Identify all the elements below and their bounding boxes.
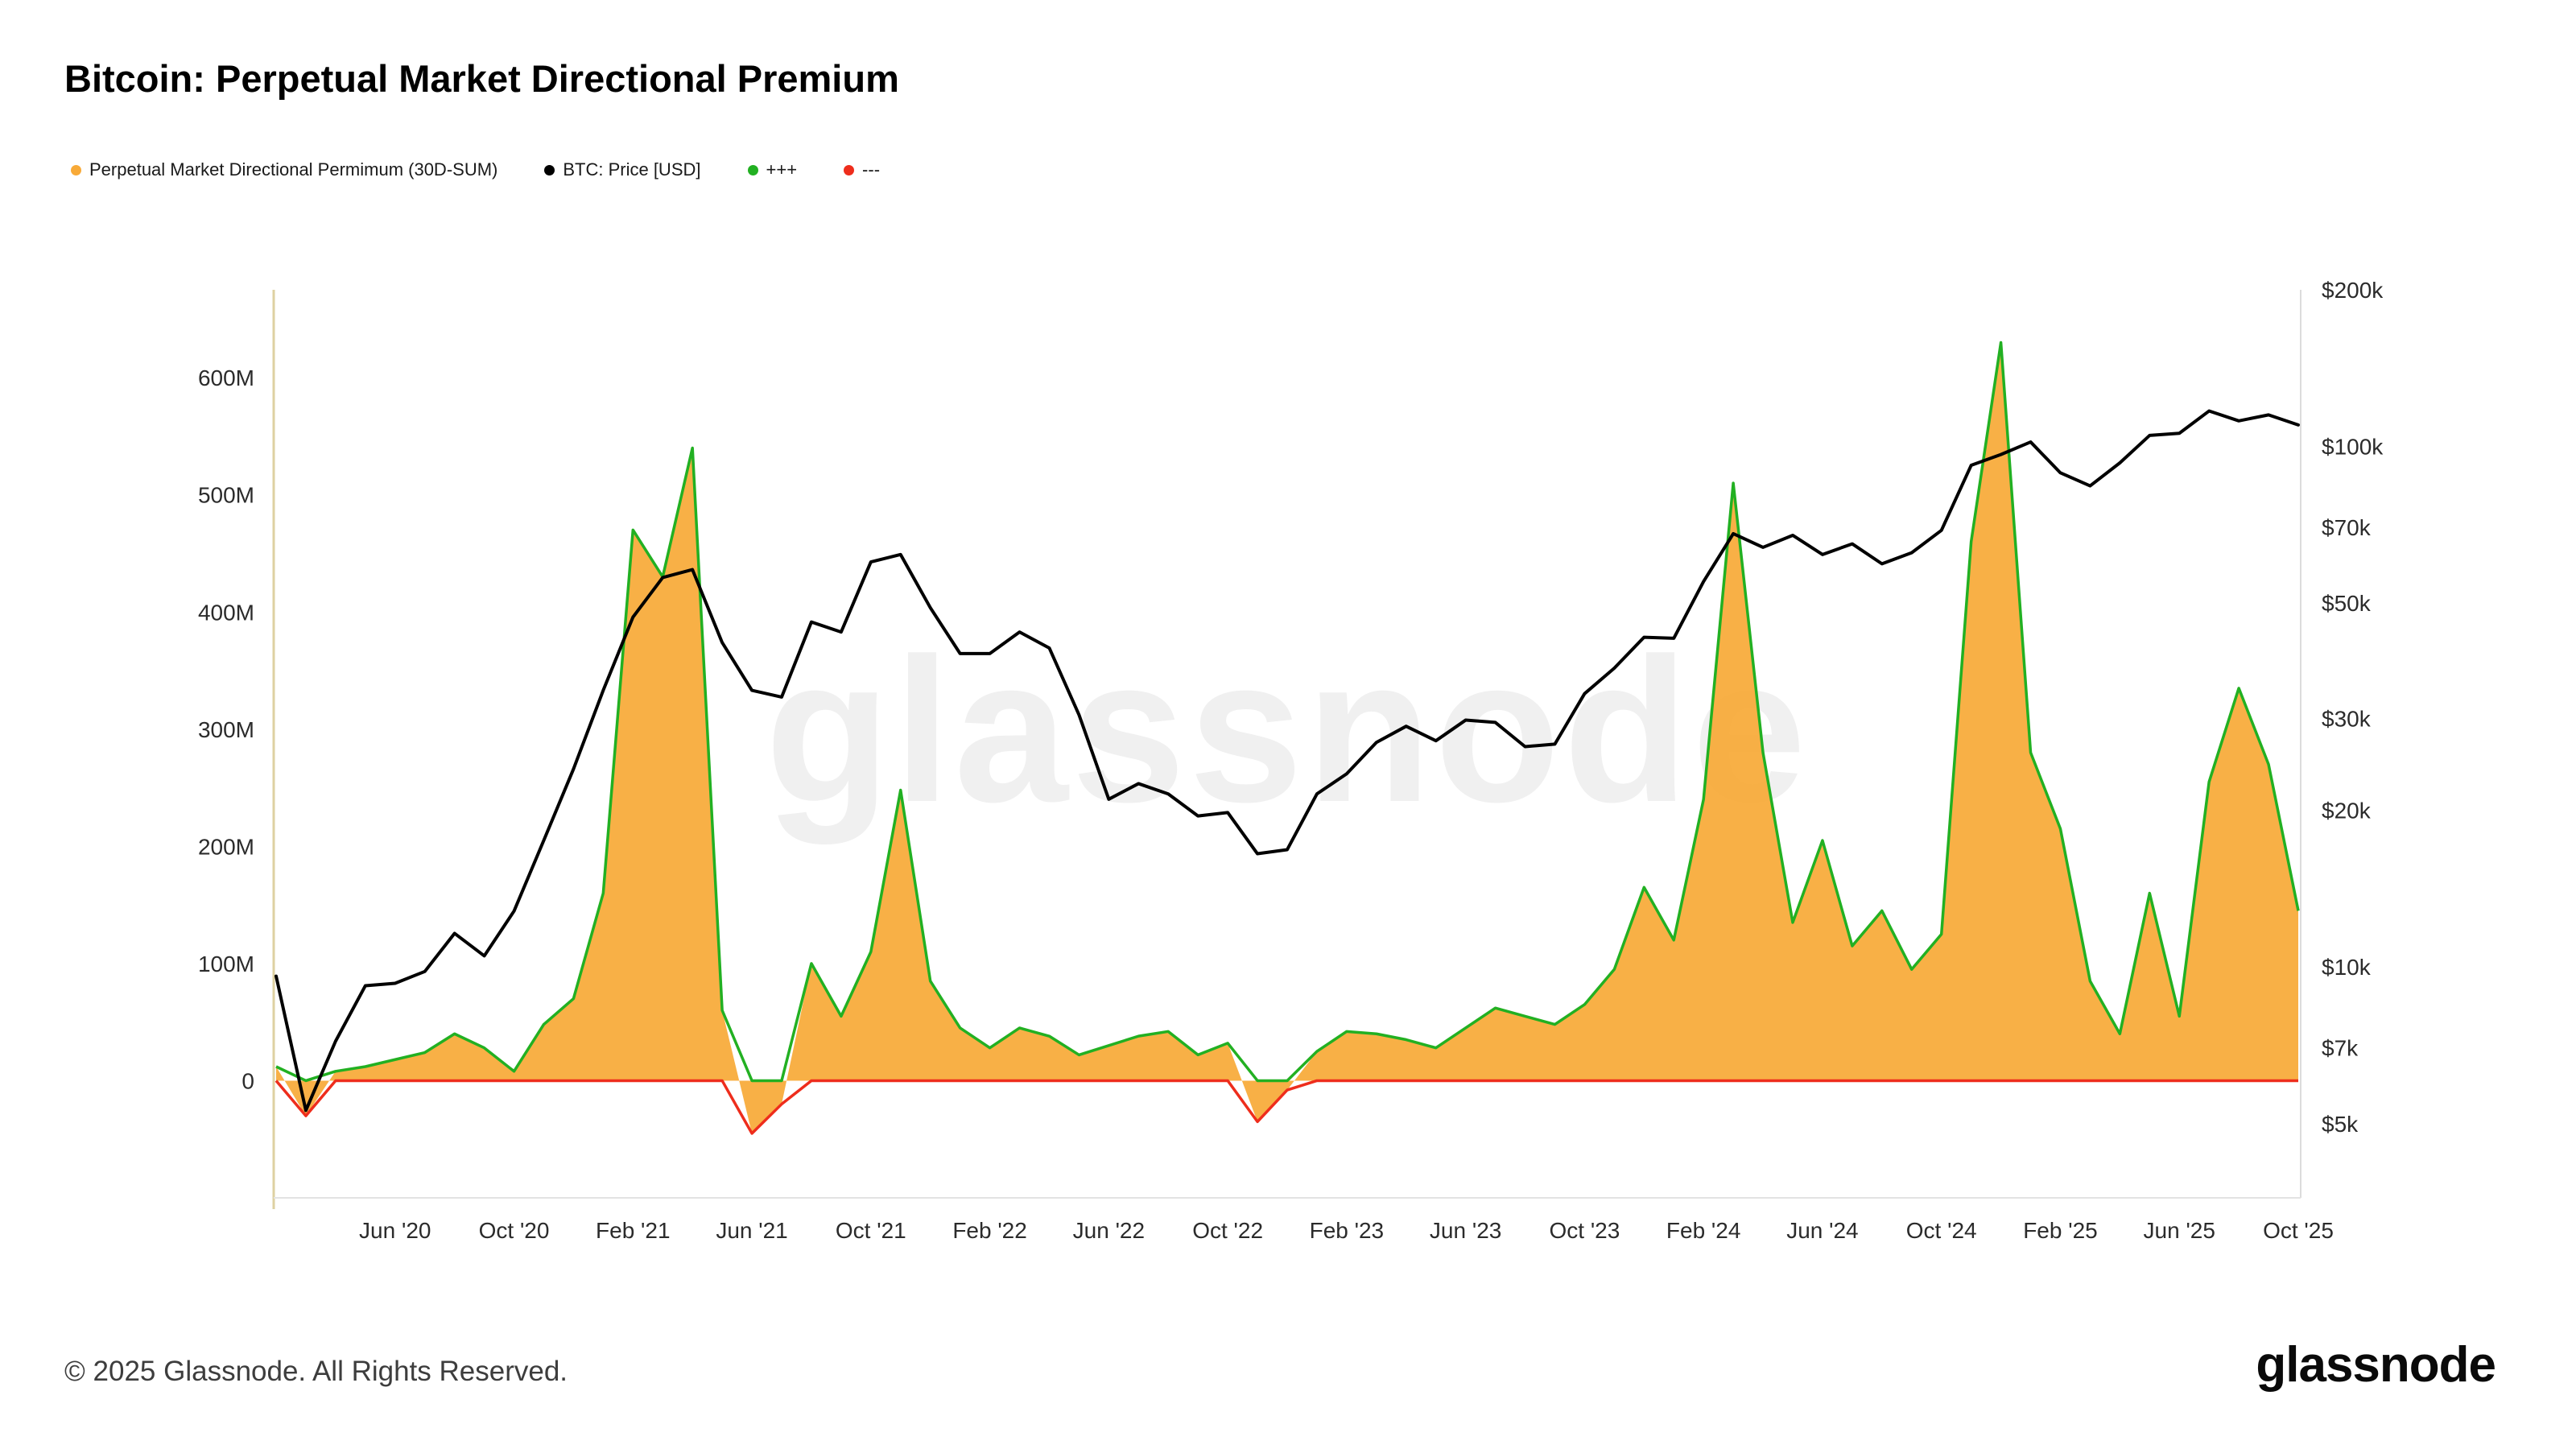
positive-series-dot-icon — [747, 164, 758, 175]
legend-item-positive[interactable]: +++ — [747, 159, 798, 180]
x-axis-tick-label: Feb '21 — [596, 1218, 671, 1243]
x-axis-tick-label: Oct '24 — [1906, 1218, 1977, 1243]
legend-label-negative: --- — [862, 159, 881, 180]
left-axis-tick-label: 200M — [198, 834, 254, 859]
page-title: Bitcoin: Perpetual Market Directional Pr… — [64, 57, 899, 100]
right-axis-tick-label: $50k — [2322, 591, 2372, 616]
left-axis-tick-label: 400M — [198, 600, 254, 625]
right-axis-tick-label: $10k — [2322, 955, 2372, 980]
right-axis-tick-label: $5k — [2322, 1112, 2359, 1137]
premium-area — [276, 342, 2298, 1133]
x-axis-tick-label: Jun '24 — [1786, 1218, 1858, 1243]
right-axis-tick-label: $100k — [2322, 435, 2384, 460]
btc-price-line — [275, 409, 2300, 1113]
left-axis-tick-label: 600M — [198, 365, 254, 390]
left-axis-tick-label: 300M — [198, 717, 254, 742]
copyright-text: © 2025 Glassnode. All Rights Reserved. — [64, 1356, 568, 1387]
glassnode-logo: glassnode — [2256, 1337, 2496, 1393]
legend-item-premium[interactable]: Perpetual Market Directional Permimum (3… — [71, 159, 497, 180]
x-axis-tick-label: Jun '22 — [1073, 1218, 1145, 1243]
x-axis-tick-label: Oct '25 — [2263, 1218, 2334, 1243]
right-axis-tick-label: $200k — [2322, 278, 2384, 303]
negative-series-dot-icon — [844, 164, 855, 175]
x-axis-tick-label: Oct '20 — [479, 1218, 550, 1243]
watermark: glassnode — [765, 616, 1809, 845]
x-axis-tick-label: Jun '20 — [359, 1218, 431, 1243]
right-axis-tick-label: $7k — [2322, 1035, 2359, 1060]
btc-price-dot-icon — [544, 164, 555, 175]
x-axis-tick-label: Feb '22 — [952, 1218, 1027, 1243]
legend-label-positive: +++ — [766, 159, 798, 180]
x-axis-tick-label: Jun '23 — [1430, 1218, 1501, 1243]
x-axis-tick-label: Feb '25 — [2023, 1218, 2098, 1243]
left-axis-tick-label: 100M — [198, 952, 254, 976]
legend: Perpetual Market Directional Permimum (3… — [71, 159, 927, 180]
legend-item-negative[interactable]: --- — [844, 159, 880, 180]
x-axis-tick-label: Feb '24 — [1666, 1218, 1741, 1243]
left-axis-tick-label: 500M — [198, 483, 254, 508]
premium-series-dot-icon — [71, 164, 81, 175]
x-axis-tick-label: Oct '23 — [1549, 1218, 1620, 1243]
x-axis-tick-label: Jun '25 — [2144, 1218, 2215, 1243]
right-axis-tick-label: $70k — [2322, 515, 2372, 540]
x-axis-tick-label: Oct '22 — [1192, 1218, 1263, 1243]
x-axis-tick-label: Feb '23 — [1310, 1218, 1385, 1243]
right-axis-tick-label: $30k — [2322, 707, 2372, 732]
legend-label-btc-price: BTC: Price [USD] — [563, 159, 701, 180]
legend-item-btc-price[interactable]: BTC: Price [USD] — [544, 159, 701, 180]
x-axis-tick-label: Oct '21 — [836, 1218, 906, 1243]
right-axis-tick-label: $20k — [2322, 799, 2372, 824]
premium-positive-line — [275, 341, 2300, 1083]
left-axis-tick-label: 0 — [242, 1068, 254, 1093]
premium-negative-line — [275, 1079, 2298, 1135]
x-axis-tick-label: Jun '21 — [716, 1218, 787, 1243]
legend-label-premium: Perpetual Market Directional Permimum (3… — [89, 159, 498, 180]
